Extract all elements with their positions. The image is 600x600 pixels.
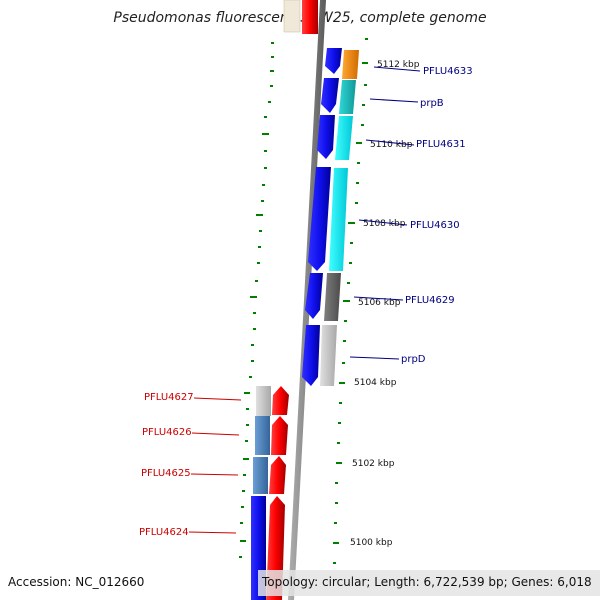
leader-lines-right: [349, 66, 421, 360]
cog-block-PFLU4626[interactable]: [255, 416, 270, 455]
gene-arrow-prpB[interactable]: [321, 78, 339, 113]
scale-label-5110: 5110 kbp: [370, 140, 413, 150]
gene-arrow-PFLU4625[interactable]: [269, 456, 286, 494]
gene-arrow-PFLU4631[interactable]: [317, 115, 335, 159]
gene-arrow-PFLU4627[interactable]: [272, 386, 289, 415]
cog-block-PFLU4629[interactable]: [324, 273, 341, 321]
dotted-track-left: [239, 42, 274, 558]
scale-label-5106: 5106 kbp: [358, 298, 401, 308]
cog-block-PFLU4627[interactable]: [256, 386, 271, 416]
gene-label-PFLU4624[interactable]: PFLU4624: [139, 527, 189, 538]
scale-label-5104: 5104 kbp: [354, 378, 397, 388]
scale-label-5112: 5112 kbp: [377, 60, 420, 70]
gene-label-PFLU4631[interactable]: PFLU4631: [416, 139, 466, 150]
gene-arrow-PFLU4633[interactable]: [325, 48, 342, 74]
gene-label-PFLU4630[interactable]: PFLU4630: [410, 220, 460, 231]
gene-arrow-PFLU4629[interactable]: [305, 273, 323, 319]
cog-block-PFLU4625[interactable]: [253, 457, 268, 494]
cog-block-PFLU4631[interactable]: [335, 116, 353, 160]
gene-partial-top-red[interactable]: [302, 0, 318, 34]
scale-label-5108: 5108 kbp: [363, 219, 406, 229]
gene-label-PFLU4627[interactable]: PFLU4627: [144, 392, 194, 403]
dotted-track-right: [333, 38, 368, 564]
gene-arrow-PFLU4626[interactable]: [271, 416, 288, 455]
cog-block-PFLU4633[interactable]: [342, 50, 359, 79]
gene-label-PFLU4625[interactable]: PFLU4625: [141, 468, 191, 479]
cog-block-prpD[interactable]: [320, 325, 337, 386]
gene-label-PFLU4626[interactable]: PFLU4626: [142, 427, 192, 438]
gene-arrow-prpD[interactable]: [302, 325, 320, 386]
accession-label: Accession: NC_012660: [8, 575, 145, 589]
gene-arrow-PFLU4630[interactable]: [308, 167, 331, 271]
gene-label-PFLU4633[interactable]: PFLU4633: [423, 66, 473, 77]
gene-label-PFLU4629[interactable]: PFLU4629: [405, 295, 455, 306]
gene-label-prpD[interactable]: prpD: [401, 354, 426, 365]
leader-lines-left: [188, 397, 242, 534]
scale-label-5102: 5102 kbp: [352, 459, 395, 469]
cog-block-PFLU4630[interactable]: [329, 168, 348, 271]
scale-label-5100: 5100 kbp: [350, 538, 393, 548]
cog-block-prpB[interactable]: [339, 80, 356, 114]
gene-label-prpB[interactable]: prpB: [420, 98, 444, 109]
topology-info: Topology: circular; Length: 6,722,539 bp…: [258, 570, 600, 596]
gene-partial-top-light[interactable]: [283, 0, 301, 33]
